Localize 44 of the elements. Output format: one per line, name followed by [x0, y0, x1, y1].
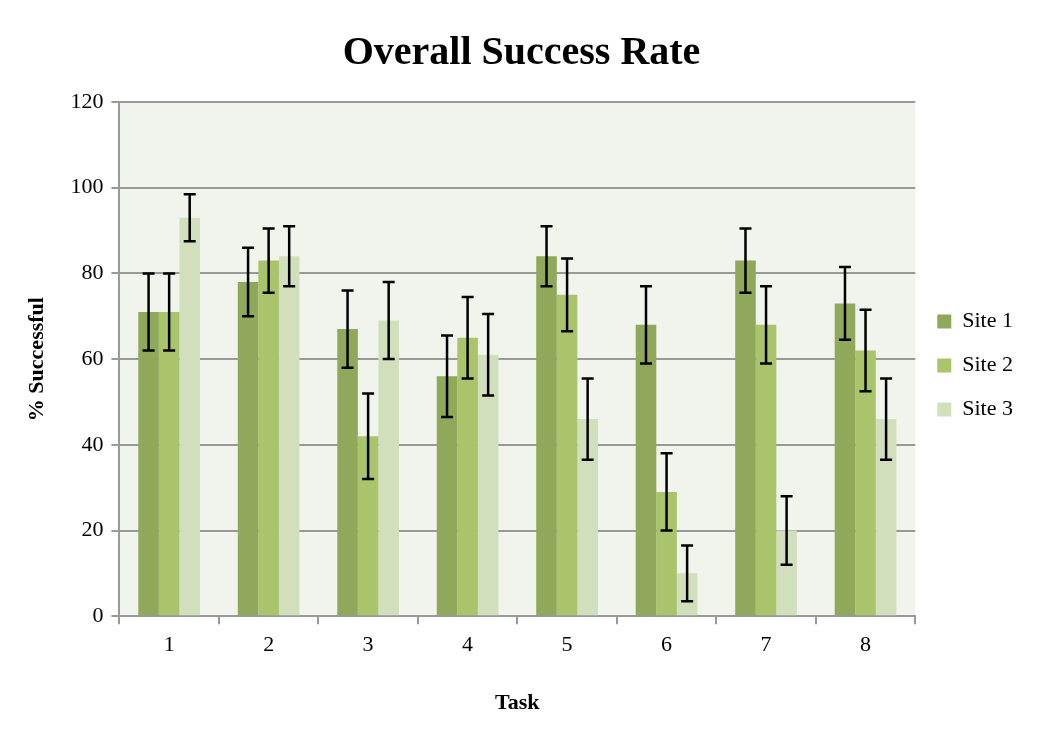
bar — [138, 311, 159, 616]
bar — [536, 256, 557, 616]
bar — [776, 530, 797, 616]
y-tick-label: 40 — [81, 430, 104, 456]
y-tick-label: 0 — [92, 601, 104, 627]
x-tick-label: 8 — [860, 631, 872, 657]
bar — [158, 311, 180, 616]
legend-label: Site 3 — [962, 395, 1014, 421]
x-tick-label: 5 — [561, 631, 573, 657]
legend-label: Site 1 — [962, 307, 1014, 333]
bar — [436, 376, 458, 616]
x-tick-label: 3 — [362, 631, 374, 657]
bar — [735, 260, 756, 616]
x-tick-label: 7 — [760, 631, 772, 657]
bar — [656, 491, 677, 616]
bar — [577, 419, 598, 616]
bar — [378, 320, 399, 616]
x-tick-label: 4 — [462, 631, 474, 657]
bar — [179, 217, 200, 616]
y-tick-label: 80 — [81, 259, 104, 285]
bar — [875, 419, 897, 616]
bar — [237, 281, 259, 616]
bar — [834, 303, 856, 616]
bar — [855, 350, 876, 616]
legend-label: Site 2 — [962, 351, 1014, 377]
x-tick-label: 6 — [661, 631, 673, 657]
bar — [278, 256, 300, 616]
x-axis-title: Task — [495, 689, 541, 715]
y-tick-label: 60 — [81, 344, 104, 370]
bar — [258, 260, 279, 616]
bar — [337, 329, 358, 616]
bar — [357, 436, 379, 616]
y-axis-title: % Successful — [22, 297, 48, 422]
x-tick-label: 1 — [163, 631, 175, 657]
y-tick-label: 100 — [70, 173, 104, 199]
y-tick-label: 20 — [81, 516, 104, 542]
bar — [556, 294, 578, 616]
bar — [755, 324, 777, 616]
chart-title: Overall Success Rate — [342, 28, 701, 74]
y-tick-label: 120 — [70, 87, 104, 113]
bar — [457, 337, 478, 616]
bar — [635, 324, 657, 616]
bar — [477, 354, 499, 616]
x-tick-label: 2 — [263, 631, 275, 657]
